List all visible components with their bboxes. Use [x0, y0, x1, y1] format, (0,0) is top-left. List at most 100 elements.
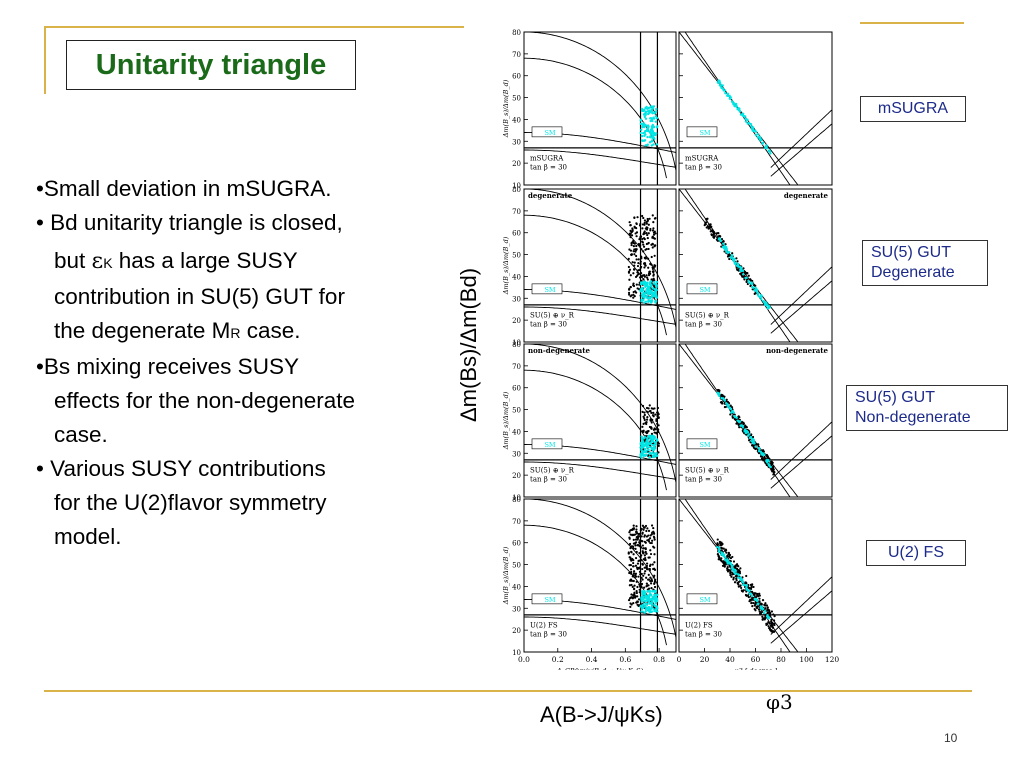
scatter-point-sm [721, 84, 724, 87]
scatter-point [628, 221, 631, 224]
scatter-point [744, 581, 747, 584]
scatter-point [754, 596, 758, 599]
scatter-point-sm [644, 451, 648, 454]
scatter-point [632, 570, 636, 573]
scatter-point [646, 278, 649, 281]
scatter-point [645, 585, 648, 588]
scatter-point [629, 285, 632, 289]
scatter-point [632, 282, 635, 285]
scatter-point-sm [642, 606, 645, 609]
allowed-region-curve [524, 188, 677, 328]
scatter-point [656, 422, 659, 425]
scatter-point [652, 273, 655, 276]
scatter-point [638, 552, 641, 555]
scatter-point-sm [652, 131, 656, 135]
scatter-point [632, 250, 635, 253]
scatter-point [652, 233, 656, 236]
scatter-point [641, 227, 644, 230]
scatter-point-sm [718, 394, 721, 398]
y-tick-label: 50 [512, 95, 521, 103]
scatter-point [628, 571, 631, 575]
scatter-point [647, 274, 651, 277]
scatter-point [637, 258, 640, 261]
scatter-point-sm [639, 288, 643, 291]
bottom-gold-rule [44, 690, 972, 692]
y-tick-label: 80 [512, 341, 521, 349]
scatter-point [643, 266, 646, 269]
scatter-point-sm [758, 135, 761, 138]
scatter-point [745, 280, 748, 284]
scatter-point [754, 609, 757, 612]
scatter-point [636, 535, 639, 538]
scatter-point-sm [644, 284, 647, 288]
x-tick-label: 0.6 [619, 655, 631, 664]
bullet-line: • Various SUSY contributions [36, 456, 326, 481]
scatter-point [637, 261, 640, 265]
y-tick-label: 80 [512, 496, 521, 504]
scatter-point [641, 223, 645, 226]
scatter-point [732, 578, 735, 581]
scatter-point [730, 575, 733, 578]
scatter-point [646, 431, 649, 434]
scatter-point [750, 590, 754, 593]
scatter-point [747, 595, 750, 599]
scatter-point [756, 606, 759, 609]
scatter-point-sm [649, 132, 652, 135]
y-tick-label: 50 [512, 562, 521, 570]
x-tick-label: 80 [776, 655, 786, 664]
scatter-point [651, 214, 654, 217]
scatter-point [632, 542, 636, 545]
scatter-point [645, 220, 648, 224]
scatter-point-sm [762, 299, 765, 303]
scatter-point [640, 255, 643, 258]
scatter-point [716, 553, 719, 556]
scatter-point [636, 562, 640, 565]
scatter-point [629, 605, 632, 609]
scatter-point-sm [652, 117, 655, 120]
scatter-point-sm [646, 437, 649, 441]
scatter-point-sm [655, 454, 658, 458]
scatter-point [731, 252, 734, 255]
scatter-point-sm [640, 435, 643, 438]
y-tick-label: 60 [512, 385, 521, 393]
model-tag: SU(5) ⊕ ν_R [530, 312, 575, 320]
scatter-point [768, 627, 771, 630]
y-tick-label: 80 [512, 29, 521, 37]
scatter-point [645, 231, 648, 235]
panel-header: non-degenerate [528, 346, 590, 355]
panel-x-label-right: φ3 [ degree ] [734, 667, 777, 670]
scatter-point-sm [653, 609, 656, 613]
scatter-point [641, 532, 644, 535]
side-label-msugra: mSUGRA [860, 96, 966, 122]
scatter-point [648, 404, 651, 407]
plot-grid-svg: 10 20 30 40 50 60 70 80 Δm(B_s)/Δm(B_d) SM SM mSUGR… [502, 29, 839, 675]
scatter-point [649, 541, 652, 545]
scatter-point-sm [640, 597, 643, 600]
scatter-point [723, 563, 726, 567]
scatter-point [634, 574, 637, 577]
scatter-point [633, 264, 636, 267]
bullet-line: case. [54, 422, 108, 447]
scatter-point [650, 533, 653, 536]
scatter-point [773, 623, 776, 627]
scatter-point-sm [655, 280, 659, 284]
scatter-point [650, 541, 653, 545]
scatter-point [629, 236, 632, 239]
scatter-point [634, 564, 638, 567]
scatter-point [638, 591, 641, 594]
scatter-point [643, 232, 646, 235]
scatter-point-sm [726, 92, 730, 96]
scatter-point [643, 413, 646, 417]
scatter-point [634, 232, 637, 235]
scatter-point [651, 243, 654, 246]
scatter-point [644, 570, 647, 573]
scatter-point [712, 235, 716, 238]
scatter-point [640, 527, 643, 530]
scatter-point-sm [764, 301, 768, 304]
scatter-point-sm [648, 451, 652, 455]
scatter-point-sm [745, 431, 749, 434]
scatter-point [653, 581, 656, 584]
scatter-point [647, 454, 650, 457]
scatter-point [635, 244, 638, 248]
side-label-su5-nondegenerate: SU(5) GUT Non-degenerate [846, 385, 1008, 431]
